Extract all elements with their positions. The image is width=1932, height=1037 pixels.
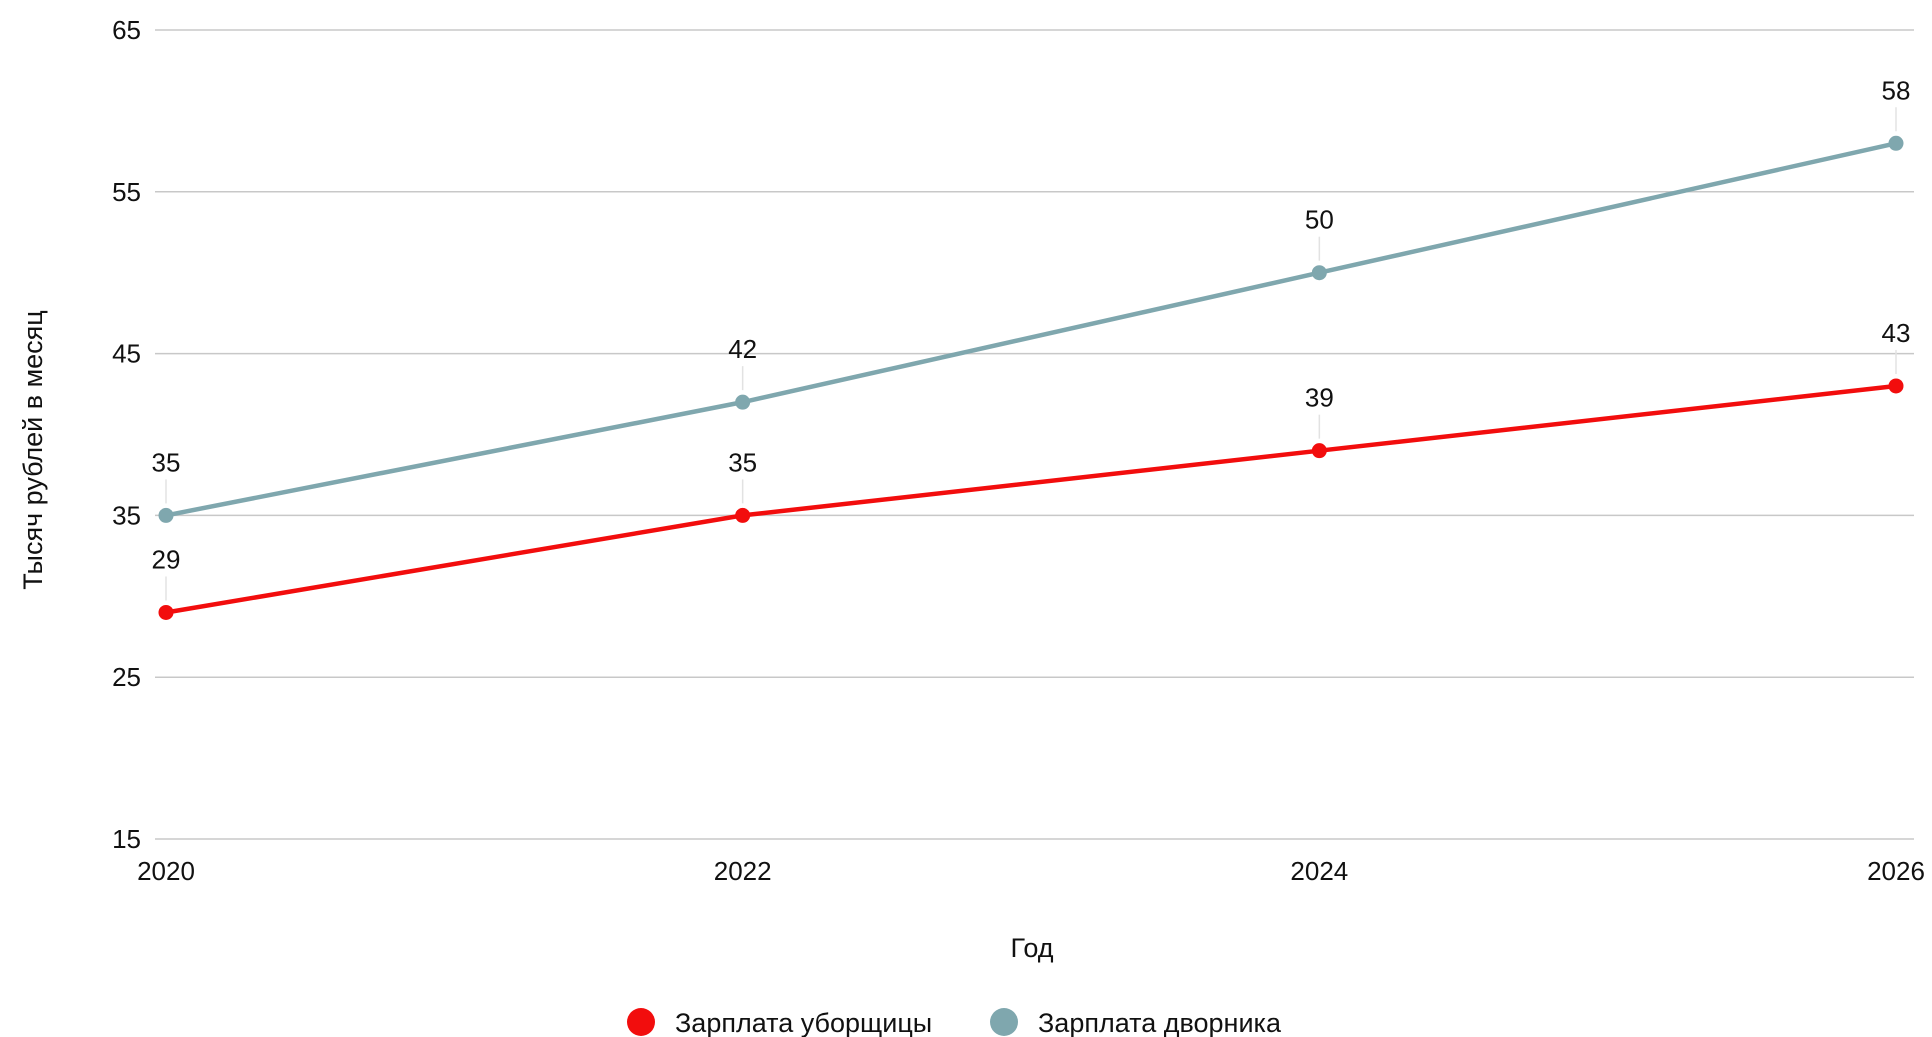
- series-line-0: [163, 383, 1899, 615]
- legend-label-cleaner: Зарплата уборщицы: [675, 1008, 932, 1037]
- x-axis-ticks: 2020 2022 2024 2026: [137, 856, 1925, 886]
- legend-marker-cleaner: [627, 1008, 655, 1036]
- data-point: [1311, 443, 1327, 459]
- y-tick-label-55: 55: [112, 177, 141, 207]
- series-lines: [163, 141, 1899, 615]
- data-label: 35: [728, 447, 757, 477]
- data-point: [735, 394, 751, 410]
- data-point: [1888, 378, 1904, 394]
- data-point: [1311, 265, 1327, 281]
- data-label: 35: [152, 447, 181, 477]
- data-point: [158, 604, 174, 620]
- data-labels: 29 35 39 43 35 42 50 58: [152, 75, 1911, 574]
- data-point: [158, 507, 174, 523]
- x-axis-title: Год: [1011, 933, 1054, 963]
- data-points: [158, 135, 1904, 620]
- data-point: [1888, 135, 1904, 151]
- data-label: 42: [728, 334, 757, 364]
- legend-marker-janitor: [990, 1008, 1018, 1036]
- data-label-leaders: [165, 107, 1897, 601]
- y-tick-label-45: 45: [112, 339, 141, 369]
- gridlines: [155, 29, 1914, 840]
- y-tick-label-35: 35: [112, 500, 141, 530]
- legend: Зарплата уборщицы Зарплата дворника: [627, 1008, 1282, 1037]
- y-axis-title: Тысяч рублей в месяц: [18, 310, 48, 590]
- data-label: 29: [152, 544, 181, 574]
- x-tick-label-2020: 2020: [137, 856, 195, 886]
- data-label: 43: [1882, 318, 1911, 348]
- y-tick-label-25: 25: [112, 662, 141, 692]
- x-tick-label-2024: 2024: [1290, 856, 1348, 886]
- y-tick-label-15: 15: [112, 824, 141, 854]
- data-label: 58: [1882, 75, 1911, 105]
- legend-label-janitor: Зарплата дворника: [1038, 1008, 1282, 1037]
- y-tick-label-65: 65: [112, 15, 141, 45]
- series-line-1: [163, 141, 1899, 518]
- x-tick-label-2022: 2022: [714, 856, 772, 886]
- data-label: 39: [1305, 383, 1334, 413]
- data-label: 50: [1305, 205, 1334, 235]
- data-point: [735, 507, 751, 523]
- x-tick-label-2026: 2026: [1867, 856, 1925, 886]
- y-axis-ticks: 15 25 35 45 55 65: [112, 15, 141, 854]
